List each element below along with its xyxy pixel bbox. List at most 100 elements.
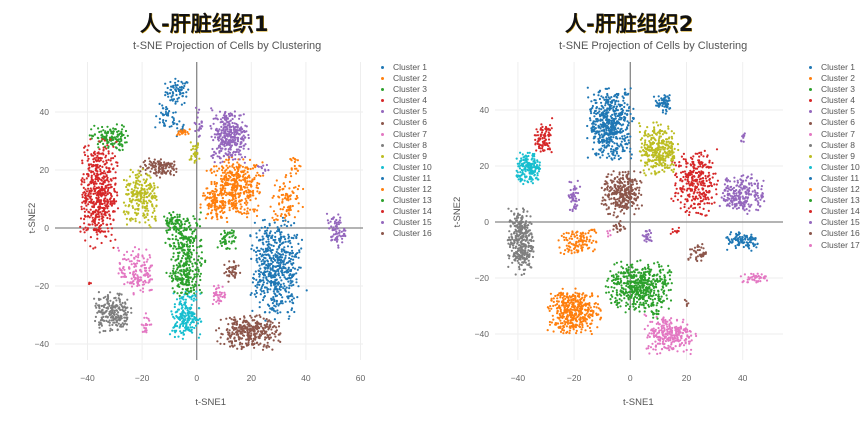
- legend-item[interactable]: Cluster 15: [378, 217, 432, 228]
- cluster-points: [122, 141, 201, 229]
- legend-item[interactable]: Cluster 14: [806, 206, 860, 217]
- panel-1-heading: 人-肝脏组织1: [140, 12, 269, 36]
- cluster-points: [683, 298, 690, 307]
- cluster-points: [590, 228, 598, 234]
- cluster-points: [88, 281, 92, 286]
- cluster-points: [199, 155, 305, 224]
- legend-item[interactable]: Cluster 6: [378, 117, 432, 128]
- legend-item[interactable]: Cluster 15: [806, 217, 860, 228]
- legend-item[interactable]: Cluster 12: [806, 184, 860, 195]
- cluster-points: [93, 291, 133, 334]
- legend-item[interactable]: Cluster 9: [378, 151, 432, 162]
- y-tick-label: −20: [475, 273, 490, 283]
- cluster-points: [725, 231, 759, 252]
- legend-item[interactable]: Cluster 10: [806, 162, 860, 173]
- legend-item[interactable]: Cluster 17: [806, 240, 860, 251]
- legend-item[interactable]: Cluster 16: [378, 228, 432, 239]
- cluster-points: [600, 170, 708, 263]
- legend-item[interactable]: Cluster 12: [378, 184, 432, 195]
- cluster-points: [79, 138, 120, 250]
- legend-marker-icon: [809, 77, 812, 81]
- scatter-plot-1: −40 −20 0 20 40 60 −40 −20 0 20 40 t-SNE1 t-SNE2: [27, 62, 365, 408]
- legend-item[interactable]: Cluster 11: [806, 173, 860, 184]
- legend-marker-icon: [381, 221, 384, 225]
- panel-2-chart-title: t-SNE Projection of Cells by Clustering: [559, 40, 748, 52]
- cluster-points: [256, 163, 270, 175]
- cluster-points: [249, 216, 308, 322]
- legend-item[interactable]: Cluster 7: [806, 129, 860, 140]
- legend-item[interactable]: Cluster 4: [806, 95, 860, 106]
- legend-label: Cluster 1: [393, 62, 428, 72]
- y-tick-label: 40: [480, 105, 490, 115]
- legend-item[interactable]: Cluster 1: [378, 62, 432, 73]
- legend-item[interactable]: Cluster 4: [378, 95, 432, 106]
- legend-label: Cluster 12: [821, 184, 860, 195]
- legend-item[interactable]: Cluster 14: [378, 206, 432, 217]
- legend-item[interactable]: Cluster 3: [378, 84, 432, 95]
- panel-liver-tissue-2: 人-肝脏组织2 t-SNE Projection of Cells by Clu…: [432, 0, 865, 422]
- legend-marker-icon: [381, 99, 384, 103]
- y-tick-label: −40: [475, 329, 490, 339]
- cluster-points: [176, 128, 191, 137]
- legend-item[interactable]: Cluster 5: [378, 106, 432, 117]
- legend-label: Cluster 1: [821, 62, 856, 72]
- y-tick-label: 20: [40, 165, 50, 175]
- legend-label: Cluster 9: [821, 150, 856, 161]
- legend-item[interactable]: Cluster 5: [806, 106, 860, 117]
- legend-item[interactable]: Cluster 9: [806, 151, 860, 162]
- legend-label: Cluster 8: [821, 139, 856, 150]
- y-tick-label: 0: [484, 217, 489, 227]
- legend-item[interactable]: Cluster 6: [806, 117, 860, 128]
- legend-marker-icon: [809, 143, 812, 147]
- x-axis-label: t-SNE1: [623, 397, 654, 408]
- legend-item[interactable]: Cluster 10: [378, 162, 432, 173]
- x-tick-label: 60: [356, 373, 366, 383]
- legend-marker-icon: [381, 121, 384, 125]
- x-tick-label: −40: [80, 373, 95, 383]
- legend-item[interactable]: Cluster 16: [806, 228, 860, 239]
- legend-item[interactable]: Cluster 3: [806, 84, 860, 95]
- legend-marker-icon: [381, 165, 384, 169]
- y-axis-label: t-SNE2: [27, 203, 38, 234]
- legend-label: Cluster 6: [821, 117, 856, 128]
- y-tick-label: −20: [35, 281, 50, 291]
- legend-item[interactable]: Cluster 7: [378, 129, 432, 140]
- cluster-points: [154, 77, 190, 138]
- cluster-points: [168, 257, 203, 297]
- legend-marker-icon: [809, 132, 812, 136]
- legend-label: Cluster 9: [393, 150, 428, 161]
- legend-marker-icon: [381, 176, 384, 180]
- legend-marker-icon: [809, 232, 812, 236]
- legend-item[interactable]: Cluster 13: [378, 195, 432, 206]
- cluster-points: [606, 229, 612, 238]
- panel-1-chart-title: t-SNE Projection of Cells by Clustering: [133, 40, 322, 52]
- legend-label: Cluster 4: [821, 95, 856, 106]
- legend-label: Cluster 5: [821, 106, 856, 117]
- x-tick-label: 40: [301, 373, 311, 383]
- legend-item[interactable]: Cluster 8: [378, 140, 432, 151]
- legend-label: Cluster 12: [393, 184, 432, 195]
- legend-item[interactable]: Cluster 2: [378, 73, 432, 84]
- legend-label: Cluster 11: [393, 172, 432, 183]
- legend-item[interactable]: Cluster 13: [806, 195, 860, 206]
- legend-label: Cluster 3: [393, 84, 428, 95]
- cluster-points: [515, 151, 542, 186]
- legend-panel-2[interactable]: Cluster 1 Cluster 2 Cluster 3 Cluster 4 Clus…: [806, 62, 860, 251]
- cluster-points: [215, 314, 282, 351]
- cluster-points: [567, 173, 766, 243]
- legend-marker-icon: [809, 165, 812, 169]
- legend-marker-icon: [809, 199, 812, 203]
- legend-marker-icon: [381, 143, 384, 147]
- legend-label: Cluster 2: [821, 73, 856, 84]
- y-tick-label: −40: [35, 339, 50, 349]
- legend-label: Cluster 16: [393, 228, 432, 239]
- cluster-points: [116, 246, 227, 334]
- legend-item[interactable]: Cluster 2: [806, 73, 860, 84]
- legend-panel-1[interactable]: Cluster 1 Cluster 2 Cluster 3 Cluster 4 Clus…: [378, 62, 432, 240]
- legend-item[interactable]: Cluster 1: [806, 62, 860, 73]
- legend-marker-icon: [809, 121, 812, 125]
- legend-item[interactable]: Cluster 11: [378, 173, 432, 184]
- legend-marker-icon: [381, 210, 384, 214]
- cluster-points: [546, 229, 603, 336]
- legend-item[interactable]: Cluster 8: [806, 140, 860, 151]
